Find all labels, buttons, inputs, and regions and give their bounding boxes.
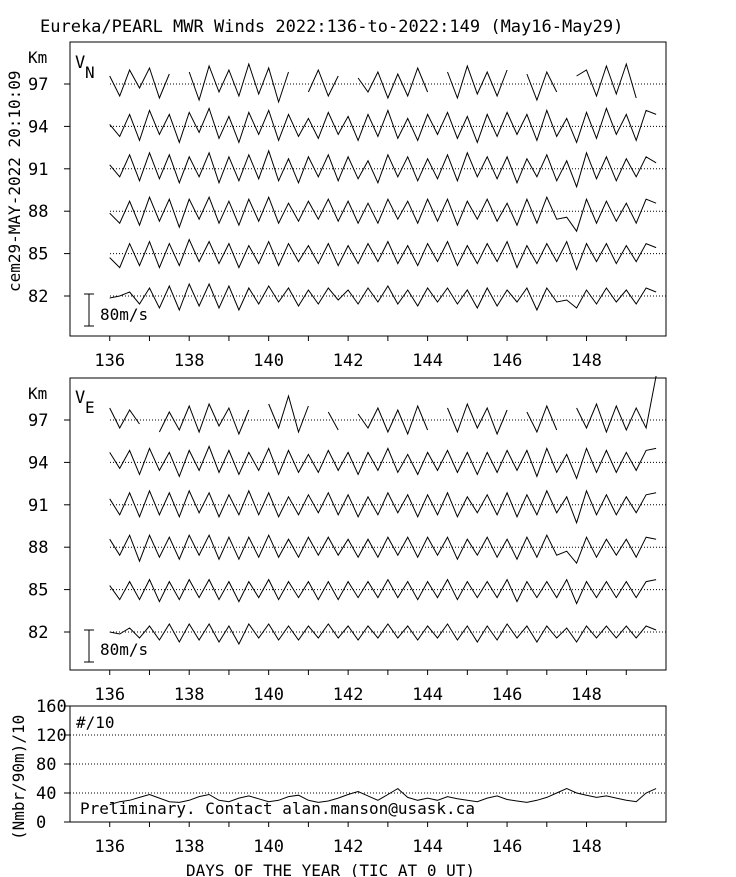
y-tick-label: 82 <box>28 287 48 307</box>
wind-trace-88km <box>109 533 657 565</box>
wind-trace-85km <box>109 578 657 605</box>
x-tick-label: 146 <box>492 685 523 705</box>
vn-scale-bar: 80m/s <box>84 293 148 327</box>
vn-scale-label: 80m/s <box>100 305 148 324</box>
x-tick-label: 142 <box>333 837 364 857</box>
wind-trace-97km <box>109 375 657 436</box>
ve-panel: Km V E 97 94 91 88 85 82 80m/s 136 138 140 142 14… <box>28 375 667 705</box>
y-tick-label: 97 <box>28 75 48 95</box>
y-tick-label: 97 <box>28 411 48 431</box>
wind-trace-85km <box>109 238 657 272</box>
ve-label: V <box>75 388 85 408</box>
side-timestamp-label: cem29-MAY-2022 20:10:09 <box>5 70 24 292</box>
x-tick-label: 142 <box>333 351 364 371</box>
wind-trace-94km <box>109 106 657 144</box>
vn-label: V <box>75 53 85 73</box>
y-tick-label: 120 <box>36 726 67 746</box>
wind-trace-94km <box>109 445 657 480</box>
x-tick-label: 138 <box>174 837 205 857</box>
x-tick-label: 140 <box>253 837 284 857</box>
wind-trace-91km <box>109 489 657 525</box>
wind-trace-91km <box>109 149 657 189</box>
chart-title: Eureka/PEARL MWR Winds 2022:136-to-2022:… <box>40 17 623 37</box>
x-tick-label: 138 <box>174 685 205 705</box>
y-tick-label: 88 <box>28 538 48 558</box>
y-tick-label: 91 <box>28 496 48 516</box>
y-tick-label: 40 <box>36 784 56 804</box>
x-tick-label: 146 <box>492 837 523 857</box>
wind-trace-82km <box>109 623 657 646</box>
vn-ylabel: Km <box>28 48 47 67</box>
count-trace <box>109 787 657 806</box>
y-tick-label: 85 <box>28 245 48 265</box>
wind-trace-88km <box>109 195 657 233</box>
y-tick-label: 0 <box>36 813 46 833</box>
x-tick-label: 142 <box>333 685 364 705</box>
y-tick-label: 91 <box>28 160 48 180</box>
x-tick-label: 140 <box>253 351 284 371</box>
vn-panel: Km V N 97 94 91 88 85 82 80m/s 136 138 140 142 14… <box>28 41 667 371</box>
x-tick-label: 148 <box>571 351 602 371</box>
ve-scale-bar: 80m/s <box>84 629 148 663</box>
x-axis-label: DAYS OF THE YEAR (TIC AT 0 UT) <box>186 861 475 877</box>
ve-scale-label: 80m/s <box>100 640 148 659</box>
x-tick-label: 146 <box>492 351 523 371</box>
ve-ylabel: Km <box>28 384 47 403</box>
counts-ylabel: (Nmbr/90m)/10 <box>9 715 28 840</box>
counts-inset-label: #/10 <box>76 713 115 732</box>
y-tick-label: 94 <box>28 453 48 473</box>
vn-panel-frame <box>69 41 667 337</box>
counts-panel: (Nmbr/90m)/10 #/10 160 120 80 40 0 Prelimina… <box>9 697 667 877</box>
x-tick-label: 144 <box>412 351 443 371</box>
x-tick-label: 140 <box>253 685 284 705</box>
x-tick-label: 148 <box>571 685 602 705</box>
x-tick-label: 136 <box>94 837 125 857</box>
x-tick-label: 136 <box>94 351 125 371</box>
y-tick-label: 88 <box>28 202 48 222</box>
x-tick-label: 138 <box>174 351 205 371</box>
x-tick-label: 144 <box>412 837 443 857</box>
y-tick-label: 160 <box>36 697 67 717</box>
ve-label-sub: E <box>85 398 95 417</box>
vn-label-sub: N <box>85 63 95 82</box>
y-tick-label: 82 <box>28 623 48 643</box>
contact-annotation: Preliminary. Contact alan.manson@usask.c… <box>80 799 475 818</box>
y-tick-label: 85 <box>28 581 48 601</box>
x-tick-label: 144 <box>412 685 443 705</box>
y-tick-label: 94 <box>28 117 48 137</box>
wind-trace-97km <box>110 64 656 102</box>
x-tick-label: 136 <box>94 685 125 705</box>
x-tick-label: 148 <box>571 837 602 857</box>
y-tick-label: 80 <box>36 755 56 775</box>
wind-trace-82km <box>109 282 657 312</box>
ve-panel-frame <box>69 377 667 671</box>
